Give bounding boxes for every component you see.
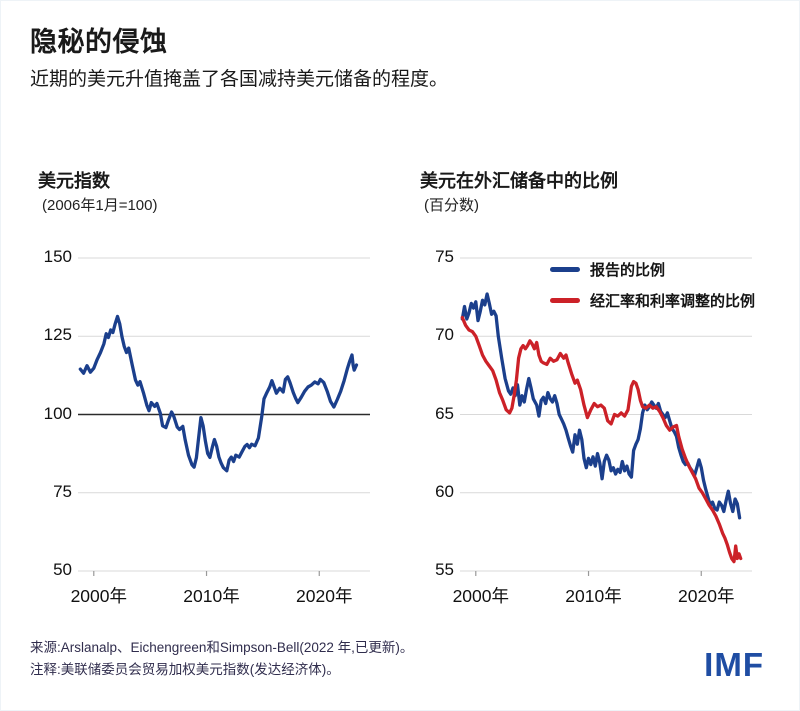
series-line [460,315,743,564]
source-note: 来源:Arslanalp、Eichengreen和Simpson-Bell(20… [30,640,414,655]
footnotes: 来源:Arslanalp、Eichengreen和Simpson-Bell(20… [30,637,413,680]
annotation-note: 注释:美联储委员会贸易加权美元指数(发达经济体)。 [30,661,340,677]
red-line-swatch-icon [550,298,580,303]
y-axis-label: 70 [435,325,454,345]
chart-unit: (百分数) [424,197,479,214]
plot-area [460,257,752,576]
legend-item-reported: 报告的比例 [550,259,755,280]
y-axis-label: 100 [43,403,72,423]
figure-subtitle: 近期的美元升值掩盖了各国减持美元储备的程度。 [30,69,449,90]
figure-title: 隐秘的侵蚀 [30,27,168,57]
x-axis-label: 2020年 [296,586,353,606]
y-axis-label: 55 [435,560,454,579]
y-axis-label: 50 [53,560,72,579]
y-axis-label: 60 [435,481,454,501]
reserve-share-plot: 报告的比例 经汇率和利率调整的比例 75 70 65 60 55 2000年 2010年 20… [412,247,790,623]
legend-label: 经汇率和利率调整的比例 [590,293,756,310]
y-axis-label: 150 [43,247,72,266]
y-axis-label: 125 [43,325,72,345]
legend-item-adjusted: 经汇率和利率调整的比例 [550,290,755,311]
legend-label: 报告的比例 [590,262,666,279]
x-axis-label: 2000年 [70,586,127,606]
plot-area [78,257,370,576]
y-axis-label: 65 [435,403,454,423]
x-axis-label: 2000年 [452,586,509,606]
chart-title: 美元指数 [38,171,110,191]
dollar-index-chart: 美元指数 (2006年1月=100) 150 125 100 75 50 2000年 201… [30,163,408,633]
y-axis-label: 75 [53,481,72,501]
x-axis-label: 2010年 [183,586,240,606]
chart-legend: 报告的比例 经汇率和利率调整的比例 [550,259,755,321]
y-axis-label: 75 [435,247,454,266]
x-axis-label: 2020年 [678,586,735,606]
imf-logo: IMF [704,646,764,683]
series-line [78,314,359,473]
x-axis-label: 2010年 [565,586,622,606]
blue-line-swatch-icon [550,267,580,272]
chart-title: 美元在外汇储备中的比例 [420,171,618,191]
chart-unit: (2006年1月=100) [42,197,158,214]
reserve-share-chart: 美元在外汇储备中的比例 (百分数) 报告的比例 经汇率和利率调整的比例 75 70… [412,163,790,633]
dollar-index-plot: 150 125 100 75 50 2000年 2010年 2020年 [30,247,408,623]
